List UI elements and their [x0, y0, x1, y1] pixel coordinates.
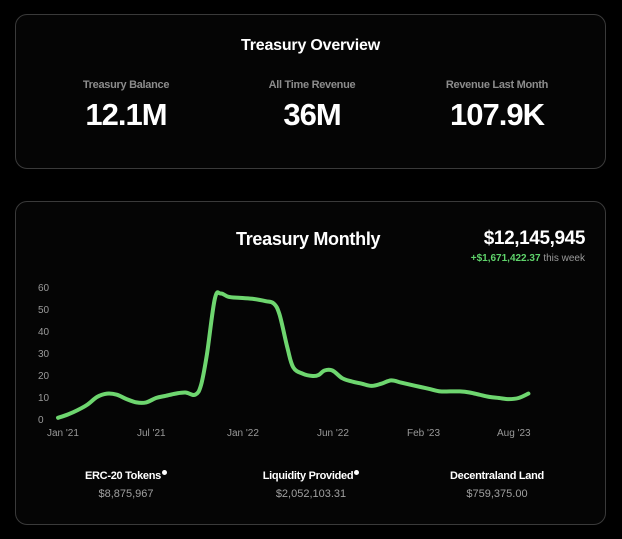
- stat-label: Treasury Balance: [82, 79, 170, 91]
- stat-revenue-last-month: Revenue Last Month 107.9K: [402, 79, 592, 133]
- chart-title: Treasury Monthly: [236, 229, 381, 249]
- y-tick-label: 0: [38, 415, 44, 426]
- y-tick-label: 30: [38, 349, 50, 360]
- y-tick-label: 40: [38, 327, 50, 338]
- treasury-overview-card: Treasury Overview Treasury Balance 12.1M…: [15, 14, 606, 169]
- treasury-total: $12,145,945 +$1,671,422.37 this week: [471, 228, 586, 264]
- breakdown-value: $8,875,967: [98, 488, 154, 500]
- breakdown-label: ERC-20 Tokens: [85, 470, 161, 482]
- breakdown-value: $759,375.00: [466, 488, 528, 500]
- overview-title: Treasury Overview: [241, 37, 380, 54]
- stat-value: 36M: [283, 97, 341, 132]
- breakdown-decentraland-land: Decentraland Land $759,375.00: [402, 470, 592, 500]
- treasury-series-line: [56, 290, 531, 420]
- stat-value: 107.9K: [450, 97, 545, 132]
- breakdown-liquidity-provided: Liquidity Provided $2,052,103.31: [216, 470, 406, 500]
- y-axis-ticks: 0 10 20 30 40 50 60: [38, 283, 50, 426]
- x-tick-label: Feb '23: [407, 428, 440, 439]
- stat-label: Revenue Last Month: [445, 79, 549, 91]
- change-period: this week: [543, 253, 585, 264]
- x-tick-label: Jun '22: [317, 428, 349, 439]
- info-icon[interactable]: [161, 470, 167, 475]
- total-amount: $12,145,945: [483, 228, 586, 249]
- treasury-line-chart: 0 10 20 30 40 50 60 Jan '21 Jul '21 Jan '22 Jun '…: [38, 283, 531, 439]
- y-tick-label: 60: [38, 283, 50, 294]
- treasury-monthly-card: Treasury Monthly $12,145,945 +$1,671,422…: [15, 201, 606, 525]
- change-amount: +$1,671,422.37: [470, 253, 541, 264]
- x-tick-label: Jan '21: [47, 428, 79, 439]
- y-tick-label: 50: [38, 305, 50, 316]
- breakdown-label: Decentraland Land: [450, 470, 544, 482]
- x-axis-ticks: Jan '21 Jul '21 Jan '22 Jun '22 Feb '23 Aug '…: [47, 428, 531, 439]
- x-tick-label: Aug '23: [497, 428, 531, 439]
- stat-label: All Time Revenue: [268, 79, 356, 91]
- x-tick-label: Jan '22: [227, 428, 259, 439]
- y-tick-label: 10: [38, 393, 50, 404]
- y-tick-label: 20: [38, 371, 50, 382]
- info-icon[interactable]: [354, 470, 360, 475]
- stat-treasury-balance: Treasury Balance 12.1M: [31, 79, 221, 133]
- breakdown-label: Liquidity Provided: [262, 470, 354, 482]
- x-tick-label: Jul '21: [137, 428, 166, 439]
- breakdown-erc20-tokens: ERC-20 Tokens $8,875,967: [31, 470, 221, 500]
- stat-all-time-revenue: All Time Revenue 36M: [217, 79, 407, 133]
- weekly-change: +$1,671,422.37 this week: [471, 253, 585, 264]
- stat-value: 12.1M: [85, 97, 167, 132]
- breakdown-value: $2,052,103.31: [275, 488, 347, 500]
